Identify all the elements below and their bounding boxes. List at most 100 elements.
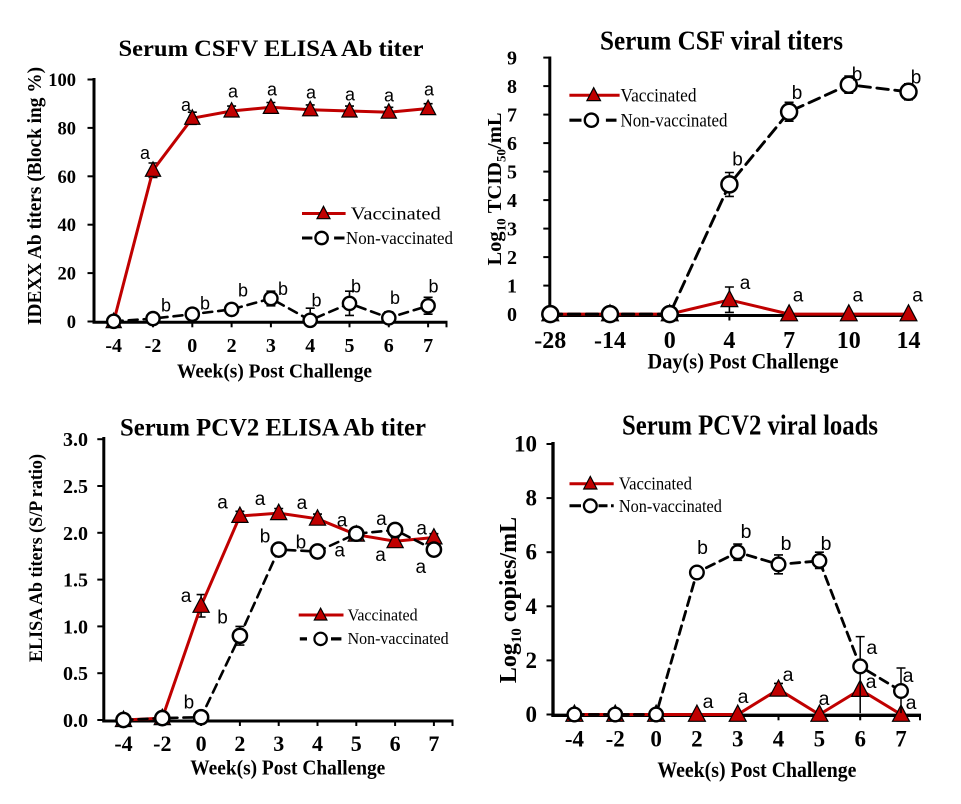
svg-text:a: a [783,664,794,686]
svg-text:-4: -4 [105,335,122,357]
svg-text:3.0: 3.0 [63,429,88,451]
svg-text:4: 4 [312,731,323,756]
svg-text:b: b [217,608,228,629]
svg-text:0: 0 [650,727,662,752]
svg-text:a: a [306,83,317,103]
svg-text:a: a [912,286,923,307]
svg-text:b: b [697,537,708,559]
svg-text:Serum PCV2 viral loads: Serum PCV2 viral loads [622,411,878,442]
svg-text:Serum CSF viral titers: Serum CSF viral titers [600,25,843,56]
svg-text:Vaccinated: Vaccinated [621,86,697,107]
svg-text:0: 0 [664,328,676,354]
svg-text:b: b [732,150,743,171]
svg-text:a: a [181,95,192,115]
svg-text:3: 3 [273,731,284,756]
svg-text:a: a [267,80,278,100]
svg-text:7: 7 [783,328,795,354]
svg-text:8: 8 [507,76,517,98]
svg-text:5: 5 [507,162,517,184]
svg-text:a: a [819,688,830,710]
svg-text:80: 80 [58,119,77,139]
svg-text:-14: -14 [594,328,626,354]
svg-text:b: b [911,68,922,89]
svg-text:a: a [703,691,714,713]
svg-text:2: 2 [227,335,237,357]
svg-text:14: 14 [897,328,921,354]
svg-text:Week(s) Post Challenge: Week(s) Post Challenge [190,756,385,780]
svg-text:a: a [345,85,356,105]
svg-text:60: 60 [58,168,77,188]
svg-text:7: 7 [507,105,517,127]
svg-text:Week(s) Post Challenge: Week(s) Post Challenge [177,361,372,383]
svg-text:6: 6 [507,133,517,155]
svg-text:0: 0 [196,731,207,756]
svg-text:3: 3 [732,727,744,752]
svg-text:6: 6 [390,731,401,756]
svg-text:4: 4 [773,727,785,752]
svg-text:4: 4 [723,328,735,354]
svg-text:b: b [390,288,400,308]
svg-text:0.5: 0.5 [63,663,88,685]
svg-text:b: b [260,527,271,548]
svg-text:7: 7 [423,335,433,357]
svg-text:b: b [161,296,171,316]
svg-text:20: 20 [58,265,77,285]
svg-text:5: 5 [814,727,826,752]
svg-text:5: 5 [345,335,355,357]
svg-text:a: a [866,637,877,659]
svg-text:a: a [903,665,914,687]
svg-text:Week(s) Post Challenge: Week(s) Post Challenge [657,757,856,782]
svg-text:Non-vaccinated: Non-vaccinated [619,496,722,516]
svg-text:a: a [181,586,192,607]
svg-text:IDEXX Ab titers (Block ing %): IDEXX Ab titers (Block ing %) [25,67,46,325]
svg-text:a: a [376,509,387,530]
svg-text:a: a [906,692,917,714]
svg-text:-28: -28 [534,328,566,354]
svg-text:a: a [793,286,804,307]
svg-text:a: a [853,286,864,307]
svg-text:10: 10 [837,328,861,354]
svg-text:1: 1 [507,276,517,298]
svg-text:Non-vaccinated: Non-vaccinated [621,111,728,132]
svg-text:a: a [384,86,395,106]
svg-text:a: a [738,686,749,708]
svg-text:0.0: 0.0 [63,710,88,732]
svg-text:0: 0 [507,304,517,326]
svg-text:2: 2 [691,727,703,752]
svg-text:7: 7 [428,731,439,756]
svg-text:a: a [297,493,308,514]
svg-text:b: b [428,277,438,297]
svg-text:a: a [228,82,239,102]
svg-text:Vaccinated: Vaccinated [351,203,441,223]
svg-text:8: 8 [526,486,538,511]
svg-text:a: a [337,511,348,532]
svg-text:0: 0 [67,313,76,333]
svg-text:-2: -2 [606,727,625,752]
svg-text:a: a [866,671,877,693]
svg-text:a: a [255,489,266,510]
svg-text:-2: -2 [145,335,162,357]
svg-text:b: b [238,281,248,301]
svg-text:0: 0 [187,335,197,357]
svg-text:a: a [140,143,151,163]
svg-text:6: 6 [384,335,394,357]
svg-text:a: a [334,541,345,562]
svg-text:a: a [375,545,386,566]
svg-text:b: b [852,65,863,86]
svg-text:-4: -4 [114,731,132,756]
svg-text:b: b [296,533,307,554]
svg-text:a: a [740,273,751,294]
svg-text:7: 7 [895,727,907,752]
svg-text:1.0: 1.0 [63,616,88,638]
svg-text:2.0: 2.0 [63,523,88,545]
svg-text:2: 2 [234,731,245,756]
svg-text:4: 4 [526,594,538,619]
svg-text:4: 4 [305,335,315,357]
svg-text:Log10 TCID50/mL: Log10 TCID50/mL [484,112,509,265]
svg-text:Day(s) Post Challenge: Day(s) Post Challenge [648,349,839,374]
svg-text:3: 3 [507,219,517,241]
svg-text:5: 5 [351,731,362,756]
svg-text:b: b [792,83,803,104]
svg-text:b: b [184,693,195,714]
svg-text:1.5: 1.5 [63,570,88,592]
